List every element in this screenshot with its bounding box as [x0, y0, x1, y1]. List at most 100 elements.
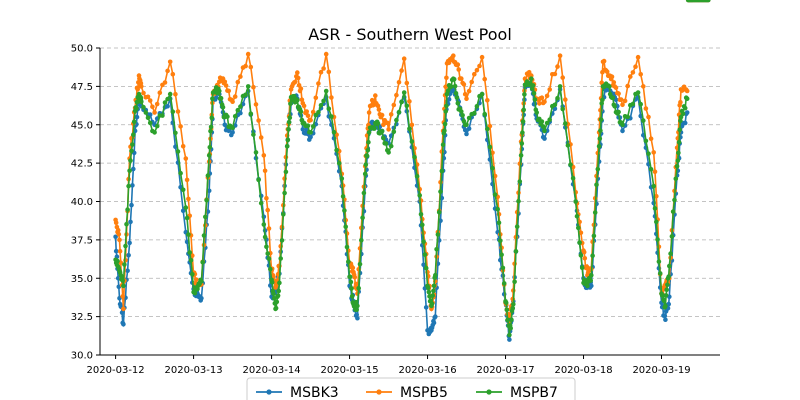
data-point	[618, 97, 624, 102]
data-point	[372, 126, 377, 131]
legend-label: MSPB7	[510, 385, 558, 400]
data-point	[117, 248, 123, 254]
data-point	[165, 104, 170, 109]
data-point	[292, 79, 298, 85]
data-point	[213, 95, 219, 100]
data-point	[173, 130, 178, 136]
data-point	[638, 101, 643, 107]
data-point	[573, 199, 578, 204]
data-point	[175, 149, 181, 154]
y-tick-label: 35.0	[71, 274, 93, 285]
data-point	[365, 148, 371, 153]
data-point	[444, 75, 449, 81]
data-point	[199, 295, 204, 301]
data-point	[459, 76, 464, 81]
data-point	[353, 299, 359, 305]
y-tick-label: 32.5	[71, 312, 93, 323]
data-point	[453, 91, 459, 96]
legend: MSBK3 MSPB5 MSPB7	[246, 377, 576, 400]
data-point	[557, 84, 563, 89]
data-point	[594, 182, 599, 188]
y-tick-label: 50.0	[71, 44, 93, 55]
y-tick-label: 42.5	[71, 159, 93, 170]
data-point	[125, 268, 130, 274]
data-point	[668, 251, 673, 256]
data-point	[485, 126, 490, 132]
data-point	[479, 91, 485, 97]
data-point	[507, 332, 512, 338]
data-point	[318, 69, 324, 75]
data-point	[334, 147, 339, 153]
data-point	[235, 107, 241, 113]
data-point	[589, 272, 594, 278]
data-point	[127, 168, 132, 174]
data-point	[670, 209, 676, 214]
data-point	[433, 314, 438, 319]
legend-swatch-marker	[486, 389, 492, 395]
data-point	[326, 69, 332, 75]
data-point	[520, 119, 526, 124]
data-point	[276, 288, 282, 294]
data-point	[331, 129, 337, 135]
data-point	[150, 104, 155, 110]
data-point	[673, 176, 679, 182]
data-point	[604, 69, 610, 75]
data-point	[373, 93, 378, 98]
data-point	[160, 113, 165, 118]
data-point	[376, 107, 382, 112]
data-point	[388, 112, 394, 117]
data-point	[420, 222, 425, 228]
data-point	[464, 96, 469, 101]
data-point	[265, 207, 271, 213]
data-point	[663, 293, 669, 298]
data-point	[278, 256, 284, 261]
data-point	[268, 266, 273, 272]
data-point	[530, 83, 536, 88]
data-point	[565, 143, 571, 148]
data-point	[126, 183, 131, 189]
data-point	[563, 97, 568, 102]
data-point	[283, 169, 289, 175]
data-point	[529, 76, 534, 81]
data-point	[459, 109, 464, 114]
data-point	[205, 173, 211, 178]
data-point	[667, 263, 672, 269]
data-point	[115, 258, 120, 264]
data-point	[534, 110, 539, 115]
data-point	[582, 255, 588, 261]
data-point	[451, 53, 456, 58]
data-point	[152, 110, 157, 115]
data-point	[455, 101, 461, 106]
y-tick-label: 30.0	[71, 351, 93, 362]
y-tick-label: 40.0	[71, 197, 93, 208]
data-point	[363, 162, 369, 167]
data-point	[625, 114, 630, 120]
data-point	[193, 277, 199, 282]
data-point	[396, 109, 402, 115]
data-point	[537, 101, 542, 106]
data-point	[386, 127, 391, 132]
data-point	[124, 221, 129, 227]
data-point	[206, 188, 212, 194]
data-point	[226, 128, 231, 134]
data-point	[648, 167, 654, 172]
data-point	[165, 96, 170, 102]
data-point	[139, 99, 144, 104]
data-point	[479, 54, 485, 60]
data-point	[173, 91, 178, 97]
data-point	[344, 244, 350, 250]
data-point	[611, 80, 617, 85]
data-point	[682, 105, 688, 111]
data-point	[318, 103, 324, 108]
data-point	[509, 317, 514, 323]
data-point	[251, 132, 256, 137]
data-point	[357, 261, 363, 267]
data-point	[188, 257, 194, 263]
data-point	[414, 173, 420, 179]
data-point	[238, 74, 243, 79]
data-point	[329, 114, 334, 119]
data-point	[521, 107, 526, 113]
data-point	[504, 307, 510, 313]
data-point	[487, 144, 493, 150]
data-point	[633, 64, 638, 69]
